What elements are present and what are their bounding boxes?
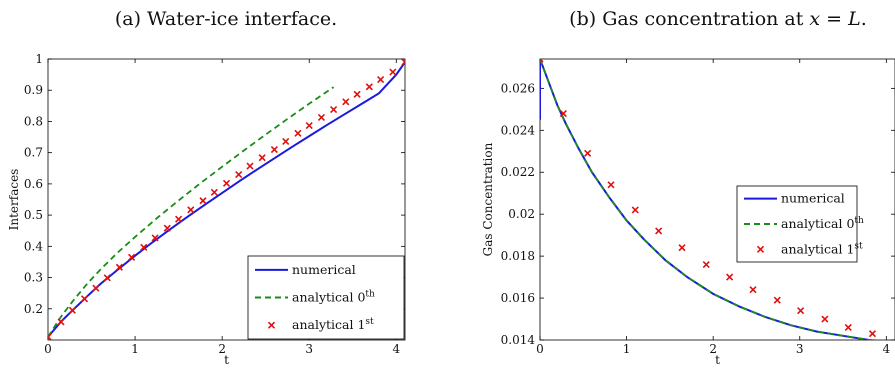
x-tick-label: 1	[131, 342, 139, 356]
y-tick-label: 0.3	[24, 271, 43, 285]
y-tick-label: 0.014	[501, 333, 536, 347]
data-point-analytical-1st	[115, 263, 123, 271]
chart-title: (a) Water-ice interface.	[115, 8, 337, 30]
x-tick-label: 1	[623, 342, 631, 356]
data-point-analytical-1st	[559, 109, 567, 118]
data-point-analytical-1st	[270, 145, 278, 154]
legend-marker	[267, 321, 276, 329]
data-point-analytical-1st	[330, 106, 338, 114]
data-point-analytical-1st	[773, 296, 781, 304]
y-axis-label: Interfaces	[7, 169, 21, 231]
data-point-analytical-1st	[210, 188, 218, 196]
x-tick-label: 3	[305, 342, 313, 356]
y-tick-label: 0.022	[501, 165, 535, 179]
x-tick-label: 2	[218, 342, 226, 356]
x-tick-label: 4	[392, 342, 400, 356]
y-tick-label: 0.9	[24, 83, 43, 97]
plot-area	[48, 59, 405, 340]
data-point-analytical-1st	[199, 197, 207, 205]
data-point-analytical-1st	[81, 295, 89, 303]
data-point-analytical-1st	[584, 149, 592, 157]
legend-label: numerical	[781, 191, 845, 206]
legend-label: analytical 1st	[292, 317, 374, 332]
y-tick-label: 0.018	[501, 249, 535, 263]
data-point-analytical-1st	[92, 284, 100, 292]
data-point-analytical-1st	[235, 170, 243, 179]
data-point-analytical-1st	[305, 121, 313, 130]
legend: numerical analytical 0th analytical 1st	[736, 185, 864, 263]
data-point-analytical-1st	[57, 318, 65, 326]
data-point-analytical-1st	[655, 227, 663, 235]
legend-label: analytical 0th	[781, 216, 864, 231]
y-tick-label: 0.024	[501, 123, 536, 137]
data-point-analytical-1st	[607, 181, 615, 189]
x-axis-label: t	[715, 353, 720, 367]
y-tick-label: 0.2	[24, 302, 43, 316]
data-point-analytical-1st	[175, 215, 183, 223]
y-tick-label: 0.4	[24, 239, 43, 253]
data-point-analytical-1st	[749, 286, 757, 294]
data-point-analytical-1st	[377, 76, 385, 84]
y-tick-label: 0.5	[24, 208, 43, 222]
x-tick-label: 4	[883, 342, 891, 356]
y-axis-label: Gas Concentration	[481, 142, 495, 256]
x-tick-label: 0	[536, 342, 544, 356]
data-point-analytical-1st	[797, 307, 805, 315]
data-point-analytical-1st	[103, 274, 111, 282]
legend-label: analytical 0th	[292, 290, 375, 305]
series-line-analytical-0th	[540, 59, 881, 340]
data-point-analytical-1st	[868, 330, 877, 338]
chart-title: (b) Gas concentration at x = L.	[569, 8, 867, 30]
plot-frame	[539, 58, 895, 341]
data-point-analytical-1st	[702, 260, 710, 269]
data-point-analytical-1st	[258, 154, 266, 162]
data-point-analytical-1st	[246, 162, 254, 170]
data-point-analytical-1st	[294, 129, 302, 137]
data-point-analytical-1st	[317, 113, 325, 121]
data-point-analytical-1st	[401, 59, 405, 66]
y-tick-label: 0.026	[501, 81, 535, 95]
x-tick-label: 0	[44, 342, 52, 356]
y-tick-label: 0.8	[24, 114, 43, 128]
data-point-analytical-1st	[844, 323, 852, 331]
series-line-analytical-0th	[48, 86, 335, 338]
data-point-analytical-1st	[68, 306, 76, 314]
x-tick-label: 3	[796, 342, 804, 356]
plot-frame	[47, 58, 406, 341]
data-point-analytical-1st	[128, 253, 136, 261]
data-point-analytical-1st	[726, 273, 734, 281]
legend: numerical analytical 0th analytical 1st	[247, 255, 405, 340]
y-tick-label: 0.016	[501, 291, 535, 305]
data-point-analytical-1st	[282, 137, 290, 145]
data-point-analytical-1st	[140, 243, 148, 251]
y-tick-label: 0.7	[24, 146, 43, 160]
legend-label: analytical 1st	[781, 241, 863, 256]
legend-label: numerical	[292, 262, 356, 277]
chart-panel-a: (a) Water-ice interface. 0 1 2 3 4 0.2 0.3 0.4 0.…	[7, 8, 406, 367]
plot-area	[540, 59, 882, 340]
x-tick-label: 2	[709, 342, 717, 356]
data-point-analytical-1st	[48, 333, 52, 340]
data-point-analytical-1st	[187, 206, 195, 214]
data-point-analytical-1st	[151, 234, 159, 242]
chart-panel-b: (b) Gas concentration at x = L. 0 1 2 3 4 0.01…	[481, 8, 895, 367]
data-point-analytical-1st	[365, 83, 373, 91]
y-tick-label: 1	[35, 52, 43, 66]
data-point-analytical-1st	[631, 206, 639, 214]
data-point-analytical-1st	[353, 90, 361, 98]
data-point-analytical-1st	[163, 224, 171, 232]
data-point-analytical-1st	[678, 244, 686, 252]
y-tick-label: 0.6	[24, 177, 43, 191]
data-point-analytical-1st	[821, 315, 829, 323]
data-point-analytical-1st	[389, 68, 397, 76]
x-axis-label: t	[224, 353, 229, 367]
legend-marker	[756, 245, 765, 253]
data-point-analytical-1st	[342, 98, 350, 106]
data-point-analytical-1st	[540, 59, 544, 63]
y-tick-label: 0.02	[508, 207, 535, 221]
data-point-analytical-1st	[222, 179, 231, 187]
